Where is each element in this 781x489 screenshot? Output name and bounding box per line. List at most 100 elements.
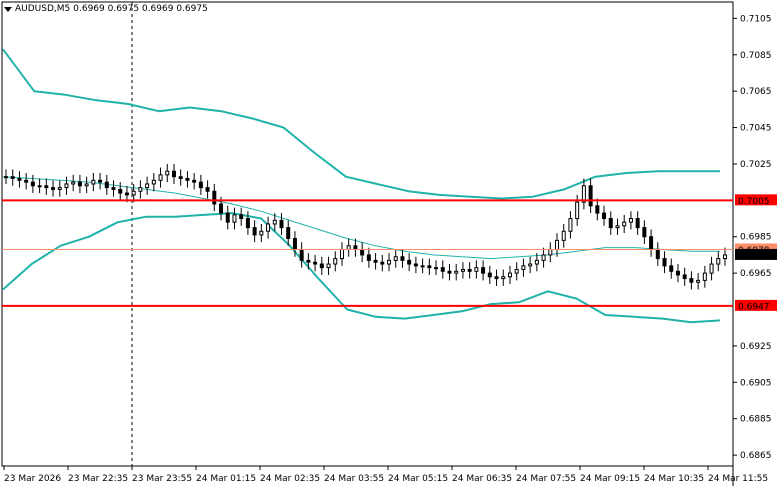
candle-body [37, 185, 42, 188]
candle-body [131, 190, 136, 196]
candle-body [266, 223, 271, 232]
candle-body [487, 272, 492, 278]
price-label-box [735, 299, 777, 311]
candle-body [380, 261, 385, 265]
y-tick-label: 0.7025 [740, 160, 772, 170]
candle-body [51, 187, 56, 190]
candle-body [501, 276, 506, 280]
candle-body [474, 267, 479, 272]
triangle-down-icon[interactable] [4, 7, 12, 12]
candle-body [192, 179, 197, 183]
candle-body [71, 181, 76, 185]
y-tick-label: 0.6905 [740, 378, 772, 388]
candle-body [507, 272, 512, 278]
price-label-text: 0.6947 [738, 302, 770, 312]
candle-body [272, 219, 277, 225]
candle-body [185, 178, 190, 181]
moving-average-line [2, 176, 720, 260]
candle-body [286, 227, 291, 240]
candle-body [481, 267, 486, 274]
candle-body [548, 248, 553, 256]
lower-band-line [2, 212, 721, 324]
candle-body [138, 187, 143, 192]
candle-body [723, 254, 727, 260]
upper-band-line [2, 48, 720, 200]
candle-body [111, 187, 116, 190]
price-label-text: 0.7005 [738, 197, 770, 207]
candle-body [682, 274, 687, 280]
candle-body [494, 276, 499, 280]
plot-frame [1, 1, 734, 467]
candle-body [615, 225, 620, 229]
candle-body [447, 270, 452, 274]
candle-body [292, 238, 297, 250]
candle-body [662, 258, 667, 267]
y-tick-label: 0.6965 [740, 269, 772, 279]
candle-body [198, 181, 203, 189]
symbol-label: AUDUSD,M5 [15, 4, 71, 14]
candle-body [434, 267, 439, 270]
candle-body [219, 203, 224, 214]
price-label-text: 0.6975 [738, 251, 770, 261]
candle-body [460, 268, 465, 272]
y-tick-label: 0.7045 [740, 124, 772, 134]
candle-body [595, 205, 600, 214]
candle-body [534, 259, 539, 265]
candle-body [407, 259, 412, 265]
candle-body [30, 181, 35, 187]
candle-body [225, 212, 230, 223]
candle-body [158, 174, 163, 181]
candle-body [702, 272, 707, 281]
candle-body [555, 239, 560, 250]
candle-body [118, 188, 123, 194]
candle-body [568, 218, 573, 232]
ohlc-readout: 0.6969 0.6975 0.6969 0.6975 [73, 4, 208, 14]
candle-body [689, 278, 694, 283]
candle-body [212, 190, 217, 205]
candle-body [239, 214, 244, 220]
candle-body [319, 263, 324, 269]
candle-body [528, 263, 533, 267]
candle-body [655, 248, 660, 260]
candle-body [521, 265, 526, 270]
candle-body [178, 176, 183, 180]
candle-body [581, 185, 586, 203]
candle-body [346, 245, 351, 250]
candle-body [541, 254, 546, 261]
y-tick-label: 0.6925 [740, 342, 772, 352]
candle-body [17, 178, 22, 181]
candle-body [205, 187, 210, 192]
candle-body [259, 230, 264, 236]
x-tick-label: 24 Mar 06:35 [452, 474, 512, 484]
candle-body [353, 245, 358, 250]
candle-body [649, 236, 654, 250]
candle-body [467, 268, 472, 272]
candle-body [360, 248, 365, 256]
candle-body [366, 254, 371, 261]
candle-body [709, 263, 714, 274]
candle-body [420, 265, 425, 268]
candle-body [696, 279, 701, 283]
candle-body [400, 256, 405, 261]
candle-body [98, 179, 103, 183]
candle-body [104, 181, 109, 189]
candle-body [313, 261, 318, 265]
x-tick-label: 23 Mar 23:55 [132, 474, 192, 484]
candle-body [64, 183, 69, 189]
x-tick-label: 24 Mar 10:35 [644, 474, 704, 484]
candle-body [427, 265, 432, 269]
candle-body [602, 212, 607, 220]
candle-body [326, 263, 331, 269]
candle-body [514, 268, 519, 274]
candle-body [440, 267, 445, 272]
candle-body [44, 185, 49, 189]
x-tick-label: 23 Mar 22:35 [68, 474, 128, 484]
candle-body [642, 227, 647, 238]
price-label-box [735, 194, 777, 206]
candle-body [622, 221, 627, 227]
candle-body [393, 256, 398, 261]
candle-body [588, 185, 593, 207]
chart-header: AUDUSD,M5 0.6969 0.6975 0.6969 0.6975 [4, 4, 208, 14]
x-tick-label: 24 Mar 03:55 [324, 474, 384, 484]
